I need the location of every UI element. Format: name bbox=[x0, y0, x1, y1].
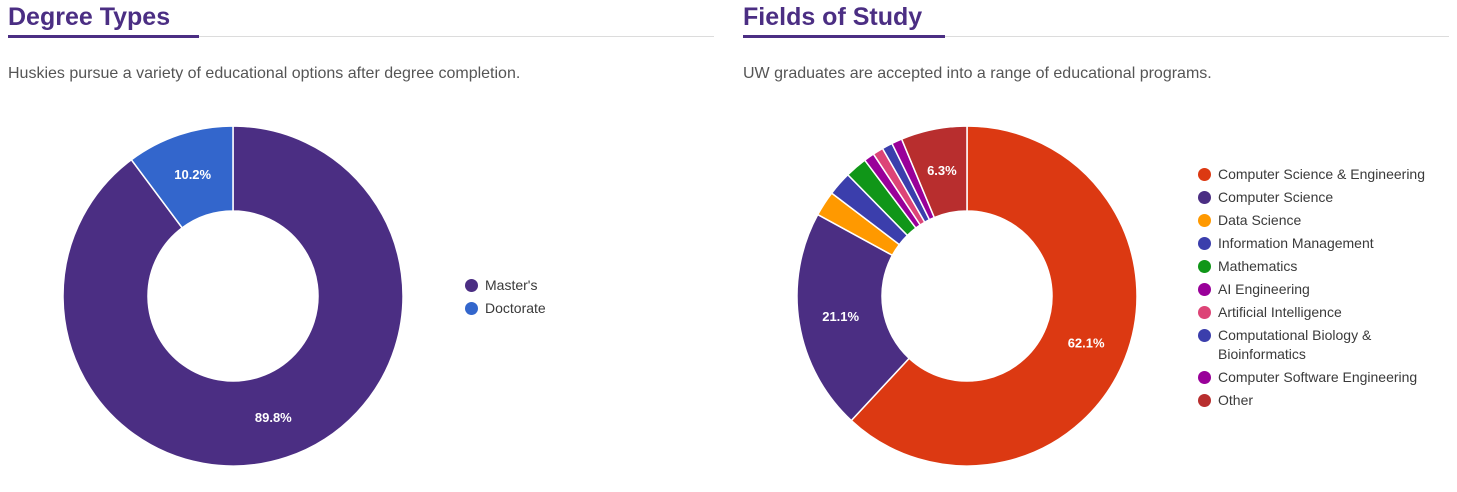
section-subtitle: UW graduates are accepted into a range o… bbox=[743, 65, 1212, 82]
legend-item-ai-engineering[interactable]: AI Engineering bbox=[1198, 280, 1448, 299]
legend-item-computational-biology-and-bioinformatics[interactable]: Computational Biology & Bioinformatics bbox=[1198, 326, 1448, 364]
legend-label: Computer Science & Engineering bbox=[1218, 166, 1426, 182]
slice-label-master-s: 89.8% bbox=[255, 410, 292, 425]
legend-label: Mathematics bbox=[1218, 258, 1298, 274]
legend-item-master-s[interactable]: Master's bbox=[465, 276, 546, 295]
legend-swatch-icon bbox=[1198, 329, 1211, 342]
legend-swatch-icon bbox=[465, 302, 478, 315]
degree-types-panel: Degree Types Huskies pursue a variety of… bbox=[8, 0, 714, 467]
legend-swatch-icon bbox=[1198, 260, 1211, 273]
legend-item-computer-software-engineering[interactable]: Computer Software Engineering bbox=[1198, 368, 1448, 387]
legend-swatch-icon bbox=[1198, 237, 1211, 250]
legend-label: Information Management bbox=[1218, 235, 1374, 251]
slice-label-other: 6.3% bbox=[927, 163, 957, 178]
legend-label: Computer Software Engineering bbox=[1218, 369, 1418, 385]
legend-label: AI Engineering bbox=[1218, 281, 1310, 297]
section-title: Fields of Study bbox=[743, 3, 923, 31]
legend-label: Computational Biology & Bioinformatics bbox=[1218, 327, 1372, 362]
section-divider bbox=[743, 34, 1449, 39]
fields-of-study-legend: Computer Science & Engineering Computer S… bbox=[1198, 165, 1448, 414]
fields-of-study-donut-chart: 62.1% 21.1% 6.3% bbox=[796, 125, 1138, 467]
legend-label: Master's bbox=[485, 277, 538, 293]
legend-swatch-icon bbox=[1198, 371, 1211, 384]
fields-of-study-panel: Fields of Study UW graduates are accepte… bbox=[743, 0, 1449, 467]
degree-types-donut-chart: 89.8% 10.2% bbox=[62, 125, 404, 467]
legend-label: Artificial Intelligence bbox=[1218, 304, 1342, 320]
section-divider bbox=[8, 34, 714, 39]
slice-doctorate[interactable] bbox=[130, 125, 234, 229]
slice-label-computer-science-and-engineering: 62.1% bbox=[1068, 335, 1105, 350]
legend-swatch-icon bbox=[1198, 214, 1211, 227]
section-title: Degree Types bbox=[8, 3, 171, 31]
legend-item-computer-science[interactable]: Computer Science bbox=[1198, 188, 1448, 207]
slice-other[interactable] bbox=[900, 125, 968, 219]
legend-item-mathematics[interactable]: Mathematics bbox=[1198, 257, 1448, 276]
slice-master-s[interactable] bbox=[62, 125, 404, 467]
legend-swatch-icon bbox=[1198, 306, 1211, 319]
legend-item-artificial-intelligence[interactable]: Artificial Intelligence bbox=[1198, 303, 1448, 322]
legend-label: Doctorate bbox=[485, 300, 546, 316]
slice-label-computer-science: 21.1% bbox=[822, 309, 859, 324]
legend-label: Computer Science bbox=[1218, 189, 1334, 205]
legend-item-computer-science-and-engineering[interactable]: Computer Science & Engineering bbox=[1198, 165, 1448, 184]
legend-label: Data Science bbox=[1218, 212, 1302, 228]
legend-item-doctorate[interactable]: Doctorate bbox=[465, 299, 546, 318]
legend-item-information-management[interactable]: Information Management bbox=[1198, 234, 1448, 253]
degree-types-legend: Master's Doctorate bbox=[465, 276, 546, 322]
legend-label: Other bbox=[1218, 392, 1254, 408]
legend-swatch-icon bbox=[1198, 168, 1211, 181]
slice-label-doctorate: 10.2% bbox=[174, 167, 211, 182]
legend-item-other[interactable]: Other bbox=[1198, 391, 1448, 410]
slice-computer-science-and-engineering[interactable] bbox=[850, 125, 1138, 467]
slice-computer-science[interactable] bbox=[796, 213, 911, 422]
legend-swatch-icon bbox=[1198, 191, 1211, 204]
legend-swatch-icon bbox=[1198, 283, 1211, 296]
legend-swatch-icon bbox=[1198, 394, 1211, 407]
legend-item-data-science[interactable]: Data Science bbox=[1198, 211, 1448, 230]
legend-swatch-icon bbox=[465, 279, 478, 292]
section-subtitle: Huskies pursue a variety of educational … bbox=[8, 65, 521, 82]
